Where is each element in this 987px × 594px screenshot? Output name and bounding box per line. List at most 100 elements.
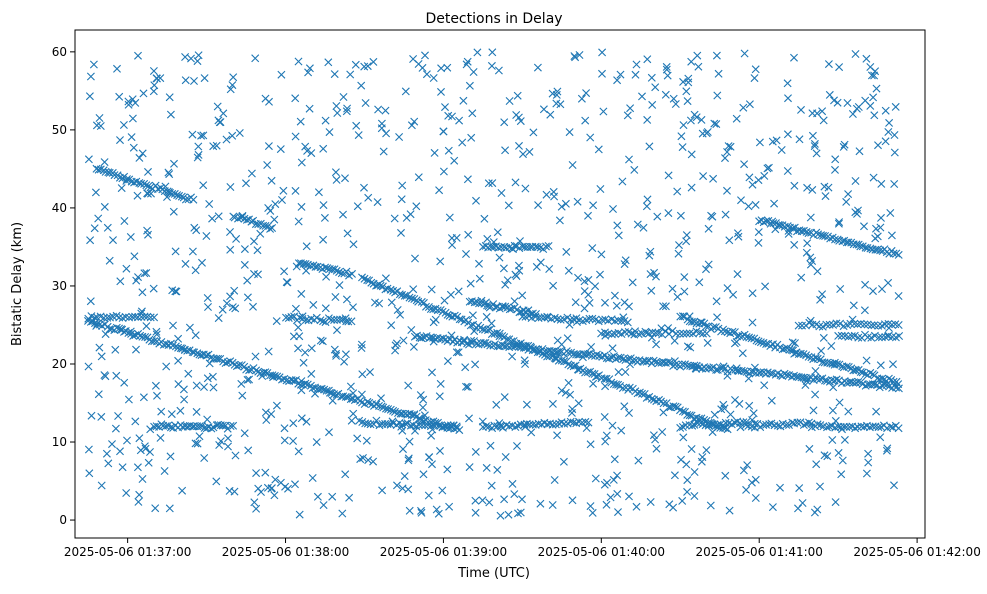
detection-marker	[864, 449, 873, 458]
y-tick-label: 10	[52, 435, 67, 449]
detection-marker	[188, 130, 197, 139]
detection-marker	[297, 289, 306, 298]
detection-marker	[242, 179, 250, 188]
detection-marker	[548, 501, 557, 509]
detection-marker	[784, 229, 793, 238]
detection-marker	[863, 333, 872, 342]
detection-marker	[317, 384, 326, 393]
detection-marker	[638, 92, 646, 101]
detection-marker	[482, 463, 491, 472]
detection-marker	[661, 90, 670, 99]
detection-marker	[428, 425, 437, 434]
detection-marker	[599, 107, 608, 116]
detection-marker	[485, 303, 494, 312]
detection-marker	[90, 224, 99, 233]
detection-marker	[878, 285, 886, 293]
detection-marker	[140, 269, 149, 278]
detection-marker	[773, 421, 782, 430]
detection-marker	[387, 321, 396, 330]
detection-marker	[428, 460, 436, 469]
detection-marker	[108, 440, 116, 449]
detection-marker	[327, 315, 336, 324]
detection-marker	[733, 229, 742, 238]
detection-marker	[473, 48, 482, 57]
detection-marker	[361, 99, 370, 107]
detection-marker	[437, 64, 446, 73]
detection-marker	[417, 506, 425, 515]
detection-marker	[693, 51, 702, 60]
detection-marker	[360, 62, 369, 71]
detection-marker	[138, 149, 147, 158]
detection-marker	[170, 159, 178, 168]
detection-marker	[533, 243, 542, 252]
detection-marker	[528, 309, 537, 318]
detection-marker	[187, 54, 195, 63]
detection-marker	[422, 70, 431, 79]
detection-marker	[877, 213, 885, 222]
detection-marker	[149, 87, 158, 96]
detection-marker	[652, 357, 661, 366]
detection-marker	[712, 120, 721, 129]
detection-marker	[842, 197, 851, 206]
detection-marker	[209, 142, 218, 151]
detection-marker	[742, 485, 751, 494]
detection-marker	[137, 309, 146, 318]
detection-marker	[602, 500, 611, 509]
detection-marker	[831, 416, 840, 425]
detection-marker	[289, 376, 298, 385]
detection-marker	[445, 213, 454, 222]
detection-marker	[829, 383, 838, 392]
detection-marker	[796, 418, 805, 427]
detection-marker	[126, 233, 135, 241]
detection-marker	[631, 70, 640, 79]
detection-marker	[803, 183, 812, 192]
detection-marker	[762, 217, 771, 226]
detection-marker	[455, 315, 464, 324]
x-axis-ticks: 2025-05-06 01:37:00 2025-05-06 01:38:00 20…	[64, 538, 981, 559]
detection-marker	[598, 69, 606, 78]
detection-marker	[732, 114, 741, 123]
detection-marker	[834, 219, 843, 228]
detection-marker	[564, 378, 573, 387]
detection-marker	[604, 354, 613, 363]
detection-marker	[550, 313, 559, 322]
detection-marker	[602, 431, 611, 440]
detection-marker	[664, 171, 673, 180]
detection-marker	[719, 362, 728, 371]
detection-marker	[133, 191, 142, 200]
detection-marker	[790, 223, 799, 232]
detection-marker	[659, 399, 668, 408]
detection-marker	[435, 392, 444, 401]
detection-marker	[118, 463, 127, 472]
detection-marker	[107, 325, 116, 333]
detection-marker	[861, 280, 870, 289]
detection-marker	[94, 214, 103, 223]
detection-marker	[759, 218, 768, 227]
detection-marker	[870, 331, 879, 340]
detection-marker	[831, 155, 840, 164]
detection-marker	[721, 210, 730, 219]
detection-marker	[467, 336, 476, 345]
detection-marker	[744, 202, 753, 211]
detection-marker	[351, 60, 360, 69]
detection-marker	[464, 230, 473, 239]
detection-marker	[838, 425, 846, 434]
detection-marker	[823, 423, 831, 432]
detection-marker	[582, 424, 591, 432]
detection-marker	[806, 316, 815, 325]
detection-marker	[847, 377, 856, 386]
detection-marker	[412, 202, 421, 211]
detection-marker	[744, 374, 753, 383]
detection-marker	[873, 232, 882, 241]
detection-marker	[851, 50, 860, 58]
detection-marker	[566, 417, 575, 426]
detection-marker	[119, 121, 128, 129]
detection-marker	[681, 421, 690, 430]
detection-marker	[115, 92, 124, 101]
detection-marker	[94, 390, 103, 399]
detection-marker	[683, 487, 692, 496]
detection-marker	[291, 94, 300, 103]
detection-marker	[289, 437, 298, 445]
detection-marker	[851, 365, 860, 374]
detection-marker	[809, 406, 818, 415]
